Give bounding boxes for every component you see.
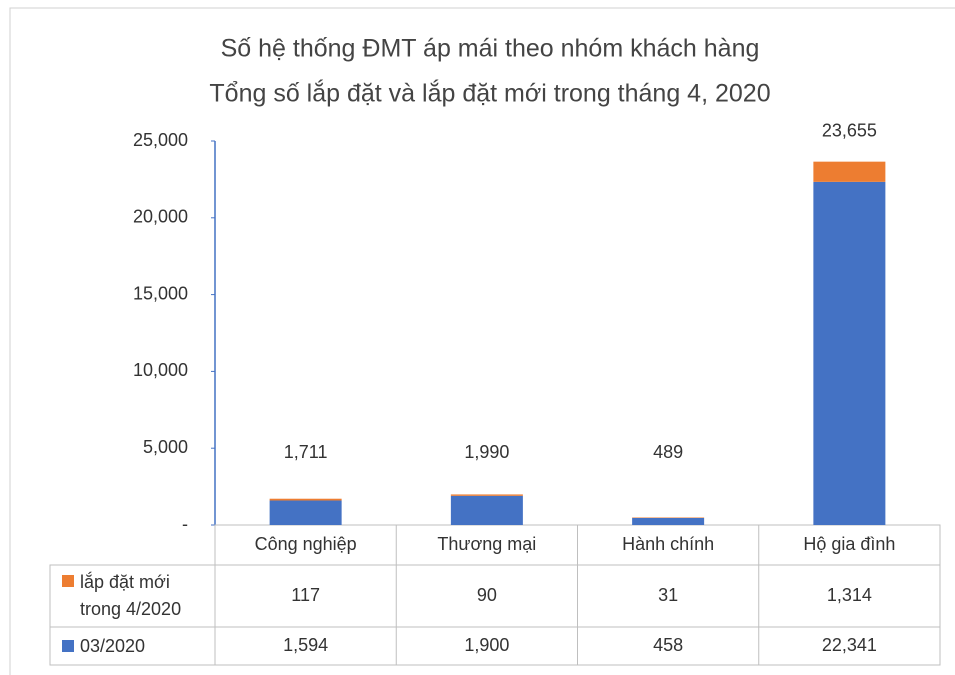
bar-segment <box>813 181 886 526</box>
table-value: 458 <box>653 635 683 655</box>
bar-segment <box>269 498 342 501</box>
chart-subtitle: Tổng số lắp đặt và lắp đặt mới trong thá… <box>209 79 770 108</box>
x-tick-label: Công nghiệp <box>255 534 357 554</box>
y-tick-label: 20,000 <box>133 207 188 227</box>
table-value: 1,314 <box>827 585 872 605</box>
bar-segment <box>450 495 523 525</box>
legend-label-box: 03/2020 <box>80 635 146 656</box>
table-value: 22,341 <box>822 635 877 655</box>
table-value: 117 <box>291 585 320 605</box>
legend-swatch <box>62 640 74 652</box>
chart-frame <box>9 7 955 675</box>
total-label: 23,655 <box>822 120 877 140</box>
legend-label: 03/2020 <box>80 635 146 656</box>
y-tick-label: 10,000 <box>133 360 188 380</box>
x-tick-label: Hành chính <box>622 534 714 554</box>
bar-segment <box>269 500 342 525</box>
total-label: 1,711 <box>284 442 328 462</box>
y-tick-label: - <box>182 514 188 534</box>
total-label: 1,990 <box>464 442 509 462</box>
total-label: 489 <box>653 442 683 462</box>
legend-label: lắp đặt mới trong 4/2020 <box>80 572 182 619</box>
y-tick-label: 15,000 <box>133 283 188 303</box>
legend-label-box: lắp đặt mới trong 4/2020 <box>80 572 182 619</box>
bar-segment <box>813 161 886 182</box>
table-value: 1,900 <box>464 635 509 655</box>
table-value: 1,594 <box>283 635 328 655</box>
y-tick-label: 25,000 <box>133 130 188 150</box>
x-tick-label: Hộ gia đình <box>803 534 895 554</box>
chart-title: Số hệ thống ĐMT áp mái theo nhóm khách h… <box>221 35 760 63</box>
table-value: 90 <box>477 585 497 605</box>
table-value: 31 <box>658 585 678 605</box>
legend-swatch <box>62 575 74 587</box>
bar-segment <box>632 517 705 525</box>
y-tick-label: 5,000 <box>143 437 188 457</box>
bar-segment <box>450 494 523 496</box>
x-tick-label: Thương mại <box>437 534 536 554</box>
